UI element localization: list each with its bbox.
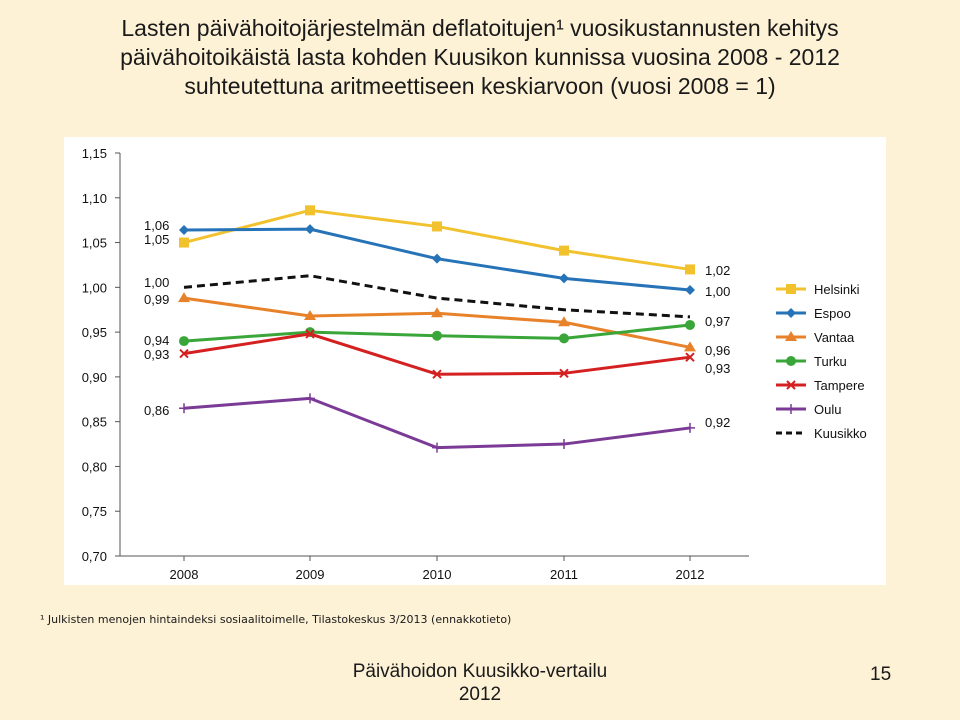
data-point	[685, 264, 695, 274]
y-tick-label: 1,05	[82, 236, 107, 251]
data-point	[305, 205, 315, 215]
data-point	[305, 224, 315, 234]
footer-line: 2012	[330, 683, 630, 706]
legend-label: Oulu	[814, 402, 841, 417]
data-label: 0,93	[705, 361, 730, 376]
data-point	[559, 333, 569, 343]
data-label: 0,97	[705, 314, 730, 329]
data-point	[432, 221, 442, 231]
data-label: 0,99	[144, 292, 169, 307]
data-point	[179, 336, 189, 346]
data-point	[786, 284, 796, 294]
page-number: 15	[870, 664, 891, 686]
data-point	[786, 356, 796, 366]
legend-label: Vantaa	[814, 330, 855, 345]
data-label: 0,94	[144, 333, 169, 348]
data-point	[786, 308, 796, 318]
x-tick-label: 2011	[550, 567, 578, 582]
title-line: Lasten päivähoitojärjestelmän deflatoitu…	[0, 14, 960, 43]
data-point	[432, 443, 442, 453]
slide-title: Lasten päivähoitojärjestelmän deflatoitu…	[0, 14, 960, 101]
y-tick-label: 0,70	[82, 549, 107, 564]
y-tick-label: 0,90	[82, 370, 107, 385]
data-point	[559, 273, 569, 283]
data-label: 0,93	[144, 347, 169, 362]
data-point	[178, 292, 190, 302]
data-point	[559, 246, 569, 256]
data-point	[432, 254, 442, 264]
y-tick-label: 0,85	[82, 415, 107, 430]
data-point	[305, 393, 315, 403]
data-point	[179, 403, 189, 413]
data-label: 0,96	[705, 343, 730, 358]
footnote: ¹ Julkisten menojen hintaindeksi sosiaal…	[40, 613, 511, 626]
data-point	[685, 320, 695, 330]
data-label: 0,86	[144, 403, 169, 418]
data-point	[559, 439, 569, 449]
data-label: 1,00	[705, 284, 730, 299]
x-tick-label: 2012	[676, 567, 705, 582]
title-line: suhteutettuna aritmeettiseen keskiarvoon…	[0, 72, 960, 101]
y-tick-label: 0,75	[82, 504, 107, 519]
data-label: 1,02	[705, 263, 730, 278]
line-chart: 0,70 0,75 0,80 0,85 0,90 0,95 1,00 1,05 1,10 1,15…	[64, 137, 886, 585]
x-tick-label: 2008	[170, 567, 199, 582]
y-tick-label: 1,00	[82, 280, 107, 295]
x-tick-label: 2009	[296, 567, 325, 582]
footer-text: Päivähoidon Kuusikko-vertailu 2012	[330, 660, 630, 706]
data-point	[685, 285, 695, 295]
data-label: 0,92	[705, 415, 730, 430]
y-tick-label: 0,80	[82, 459, 107, 474]
x-tick-label: 2010	[423, 567, 452, 582]
data-label: 1,05	[144, 232, 169, 247]
title-line: päivähoitoikäistä lasta kohden Kuusikon …	[0, 43, 960, 72]
data-label: 1,06	[144, 218, 169, 233]
legend-label: Espoo	[814, 306, 851, 321]
footer-line: Päivähoidon Kuusikko-vertailu	[330, 660, 630, 683]
data-point	[786, 404, 796, 414]
data-label: 1,00	[144, 275, 169, 290]
data-point	[179, 238, 189, 248]
legend-label: Tampere	[814, 378, 865, 393]
legend-label: Turku	[814, 354, 847, 369]
legend-label: Kuusikko	[814, 426, 867, 441]
data-point	[179, 225, 189, 235]
legend-label: Helsinki	[814, 282, 860, 297]
y-tick-label: 1,10	[82, 191, 107, 206]
y-tick-label: 1,15	[82, 146, 107, 161]
y-tick-label: 0,95	[82, 325, 107, 340]
data-point	[685, 423, 695, 433]
data-point	[432, 331, 442, 341]
chart-panel: 0,70 0,75 0,80 0,85 0,90 0,95 1,00 1,05 1,10 1,15…	[64, 137, 886, 585]
series-line-oulu	[184, 398, 690, 447]
